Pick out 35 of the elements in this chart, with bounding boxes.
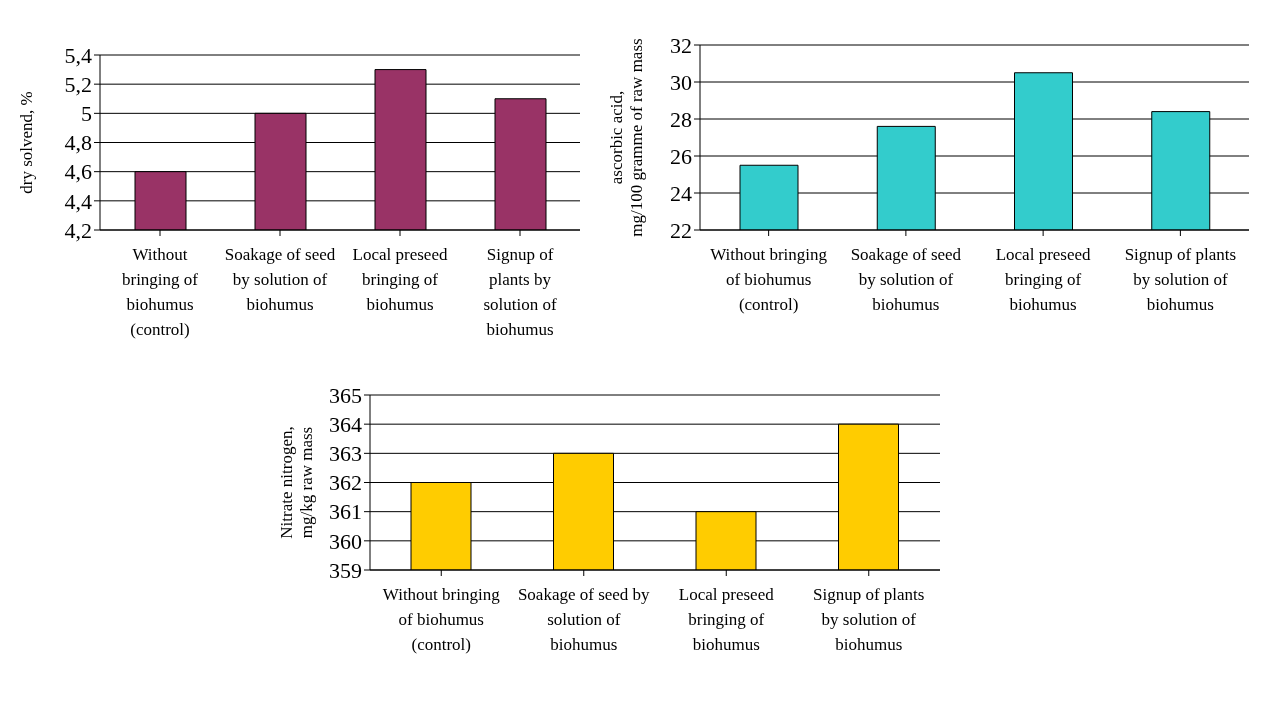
- y-tick-label: 360: [329, 528, 362, 554]
- y-tick-label: 22: [670, 217, 692, 243]
- y-tick-label: 4,6: [64, 159, 92, 185]
- y-tick-label: 5,4: [64, 42, 92, 68]
- x-tick-label: Signup of plants by solution of biohumus: [813, 585, 925, 654]
- x-tick-label: Signup of plants by solution of biohumus: [483, 245, 557, 339]
- y-tick-label: 4,2: [64, 217, 92, 243]
- y-tick-label: 4,4: [64, 188, 92, 214]
- y-tick-label: 4,8: [64, 130, 92, 156]
- y-tick-label: 365: [329, 382, 362, 408]
- x-tick-label: Signup of plants by solution of biohumus: [1124, 245, 1237, 314]
- y-axis-title: dry solvend, %: [17, 91, 36, 194]
- y-tick-label: 30: [670, 69, 692, 95]
- y-tick-label: 362: [329, 470, 362, 496]
- y-tick-label: 28: [670, 106, 692, 132]
- x-tick-label: Local preseed bringing of biohumus: [678, 585, 775, 654]
- y-tick-label: 5,2: [64, 71, 92, 97]
- y-tick-label: 364: [329, 411, 362, 437]
- x-tick-label: Without bringing of biohumus (control): [710, 245, 828, 314]
- y-tick-label: 361: [329, 499, 362, 525]
- x-tick-label: Soakage of seed by solution of biohumus: [517, 585, 651, 654]
- x-tick-label: Soakage of seed by solution of biohumus: [850, 245, 962, 314]
- y-tick-label: 5: [81, 101, 92, 127]
- y-tick-label: 32: [670, 32, 692, 58]
- y-tick-label: 26: [670, 143, 692, 169]
- y-tick-label: 359: [329, 557, 362, 583]
- x-tick-label: Without bringing of biohumus (control): [382, 585, 501, 654]
- x-tick-label: Local preseed bringing of biohumus: [995, 245, 1092, 314]
- y-tick-label: 24: [670, 180, 692, 206]
- y-axis-title: ascorbic acid, mg/100 gramme of raw mass: [607, 38, 646, 237]
- y-axis-title: Nitrate nitrogen, mg/kg raw mass: [277, 426, 316, 539]
- x-tick-label: Without bringing of biohumus (control): [121, 245, 199, 339]
- y-tick-label: 363: [329, 441, 362, 467]
- x-tick-label: Soakage of seed by solution of biohumus: [224, 245, 336, 314]
- x-tick-label: Local preseed bringing of biohumus: [352, 245, 448, 314]
